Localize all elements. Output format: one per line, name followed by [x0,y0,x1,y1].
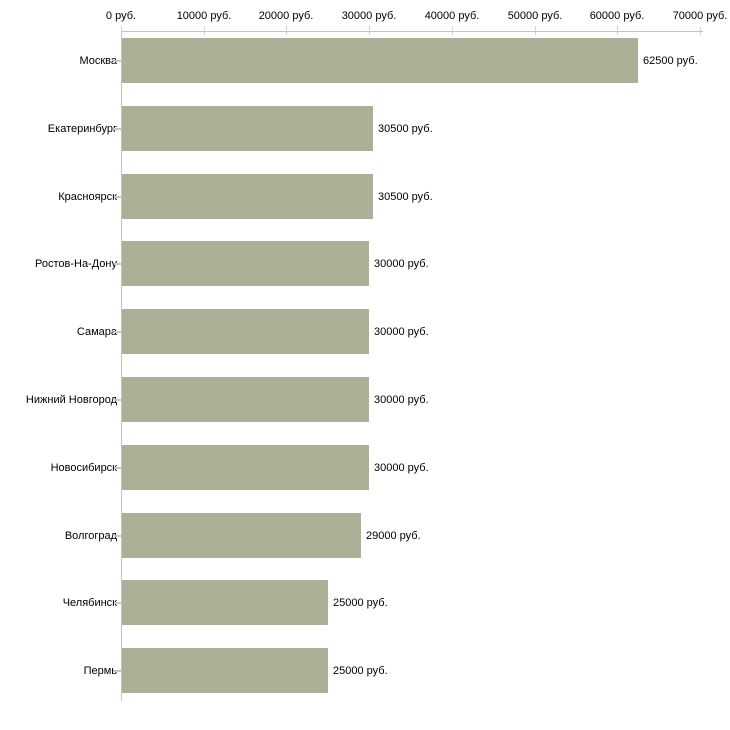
category-label: Пермь [83,664,117,677]
x-axis-tick-mark [204,26,205,35]
bar [122,309,369,354]
bar [122,377,369,422]
category-label: Ростов-На-Дону [34,257,117,270]
x-axis-tick-label: 30000 руб. [341,10,397,22]
bar [122,445,369,490]
x-axis-tick-label: 20000 руб. [258,10,314,22]
x-axis-line [121,31,703,32]
category-tick-mark [114,196,121,198]
category-tick-mark [114,399,121,401]
category-label: Москва [79,54,117,67]
value-label: 30000 руб. [374,257,429,270]
bar [122,38,638,83]
category-label: Красноярск [58,190,117,203]
value-label: 30500 руб. [378,190,433,203]
x-axis-tick-label: 10000 руб. [176,10,232,22]
value-label: 30000 руб. [374,461,429,474]
x-axis-tick-mark [700,26,701,35]
x-axis-tick-label: 60000 руб. [589,10,645,22]
value-label: 30500 руб. [378,122,433,135]
x-axis-tick-mark [286,26,287,35]
value-label: 25000 руб. [333,596,388,609]
category-tick-mark [114,331,121,333]
value-label: 29000 руб. [366,529,421,542]
category-tick-mark [114,60,121,62]
x-axis-tick-mark [369,26,370,35]
bar [122,241,369,286]
x-axis-tick-mark [535,26,536,35]
value-label: 30000 руб. [374,325,429,338]
bar [122,580,328,625]
value-label: 25000 руб. [333,664,388,677]
category-label: Челябинск [62,596,117,609]
category-tick-mark [114,263,121,265]
category-tick-mark [114,535,121,537]
category-tick-mark [114,467,121,469]
x-axis-tick-mark [452,26,453,35]
bar [122,648,328,693]
x-axis-tick-label: 40000 руб. [424,10,480,22]
bar [122,174,373,219]
bar [122,106,373,151]
category-label: Новосибирск [50,461,117,474]
category-label: Нижний Новгород [25,393,117,406]
category-tick-mark [114,128,121,130]
category-label: Екатеринбург [47,122,117,135]
category-label: Волгоград [64,529,117,542]
category-tick-mark [114,670,121,672]
value-label: 62500 руб. [643,54,698,67]
x-axis-tick-mark [617,26,618,35]
x-axis-tick-mark [121,26,122,35]
category-tick-mark [114,602,121,604]
value-label: 30000 руб. [374,393,429,406]
y-axis-line [121,31,122,701]
category-label: Самара [76,325,117,338]
x-axis-tick-label: 50000 руб. [507,10,563,22]
x-axis-tick-label: 70000 руб. [672,10,728,22]
bar [122,513,361,558]
x-axis-tick-label: 0 руб. [105,10,137,22]
